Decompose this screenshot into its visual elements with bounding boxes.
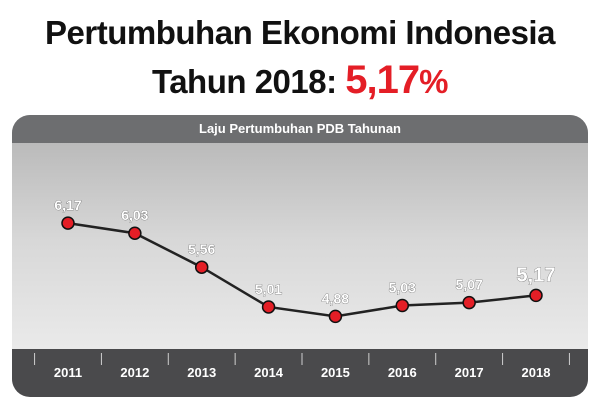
page-title: Pertumbuhan Ekonomi Indonesia [45,14,555,51]
growth-value: 5,17 [345,58,420,102]
data-labels: 6,17 6,03 5,56 5,01 4,88 5,03 5,07 5,17 [54,197,556,307]
subtitle-prefix: Tahun 2018: [152,63,346,100]
x-axis-ticks [34,353,570,365]
x-tick-label-2012: 2012 [120,365,149,380]
data-label-2013: 5,56 [188,241,215,257]
x-axis-band [12,349,588,397]
growth-unit: % [419,63,448,100]
data-point-2015 [328,309,343,324]
data-label-2014: 5,01 [255,281,282,297]
data-label-2016: 5,03 [389,280,416,296]
data-point-2016 [395,298,410,313]
series-line [67,221,537,318]
page-subtitle: Tahun 2018: 5,17% [0,58,600,103]
x-tick-label-2016: 2016 [388,365,417,380]
chart-title: Laju Pertumbuhan PDB Tahunan [12,115,588,143]
data-point-2018 [529,288,543,303]
data-point-2011 [61,216,75,230]
data-label-2015: 4,88 [322,290,349,306]
data-point-2014 [261,300,276,314]
x-tick-label-2014: 2014 [254,365,284,380]
x-tick-label-2011: 2011 [54,365,82,380]
data-point-2012 [128,226,142,240]
chart-panel: Laju Pertumbuhan PDB Tahunan 6,17 6,03 5,5… [12,115,588,397]
data-label-2018: 5,17 [517,264,556,286]
data-label-2012: 6,03 [121,207,148,223]
x-tick-label-2013: 2013 [187,365,216,380]
line-chart: 6,176,035,565,014,885,03 5,07 5,17 2011 201… [34,197,570,380]
x-tick-label-2015: 2015 [321,365,350,380]
x-tick-label-2017: 2017 [455,365,484,380]
data-label-2017: 5,07 [456,277,483,293]
x-axis-labels: 2011 2012 2013 2014 2015 2016 2017 2018 [54,365,551,380]
data-label-2011: 6,17 [54,197,81,213]
x-tick-label-2018: 2018 [522,365,551,380]
data-point-2013 [194,260,209,274]
data-markers [61,216,543,324]
data-point-2017 [462,295,476,310]
